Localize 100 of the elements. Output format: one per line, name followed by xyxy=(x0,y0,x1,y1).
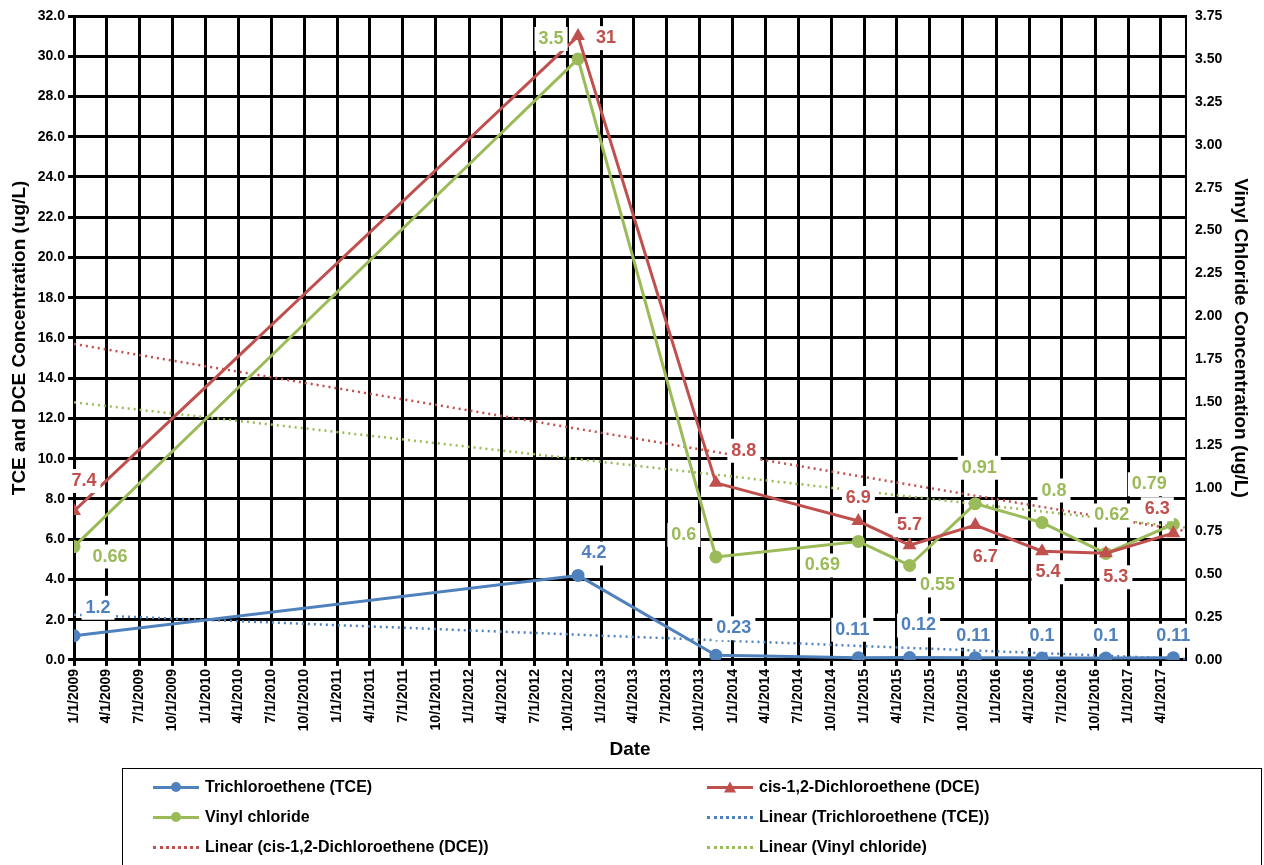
legend-label: Vinyl chloride xyxy=(205,808,310,826)
data-label: 0.91 xyxy=(961,456,997,477)
y-tick-label: 20.0 xyxy=(37,248,66,265)
data-label: 3.5 xyxy=(538,27,564,48)
x-tick-label: 1/1/2017 xyxy=(1119,668,1136,724)
data-label: 0.6 xyxy=(671,523,697,544)
data-label: 0.11 xyxy=(1156,624,1191,645)
y-tick-label: 26.0 xyxy=(37,127,66,144)
point xyxy=(903,558,917,572)
y-tick-label: 8.0 xyxy=(45,489,66,506)
data-label: 8.8 xyxy=(731,439,757,460)
y2-tick-label: 1.50 xyxy=(1194,393,1223,410)
data-label: 6.9 xyxy=(845,487,871,508)
data-label: 0.66 xyxy=(92,545,128,566)
y-axis-title: TCE and DCE Concentration (ug/L) xyxy=(7,180,29,496)
x-tick-label: 4/1/2009 xyxy=(97,668,114,724)
data-label: 5.7 xyxy=(897,514,923,535)
point xyxy=(571,52,585,66)
legend-label: cis-1,2-Dichloroethene (DCE) xyxy=(759,778,980,796)
x-tick-label: 10/1/2014 xyxy=(822,668,839,732)
data-label: 5.4 xyxy=(1035,561,1061,582)
point xyxy=(1167,526,1180,538)
x-tick-label: 7/1/2009 xyxy=(130,668,147,724)
point xyxy=(571,568,585,582)
y-tick-label: 6.0 xyxy=(45,530,66,547)
y2-tick-label: 3.75 xyxy=(1194,6,1223,23)
y-tick-label: 4.0 xyxy=(45,570,66,587)
x-tick-label: 4/1/2017 xyxy=(1151,668,1168,724)
legend-label: Linear (Vinyl chloride) xyxy=(759,838,927,856)
y2-tick-label: 0.50 xyxy=(1194,564,1223,581)
x-tick-label: 10/1/2010 xyxy=(295,668,312,732)
y-tick-label: 2.0 xyxy=(45,610,66,627)
y-tick-label: 32.0 xyxy=(37,6,66,23)
y2-tick-label: 2.00 xyxy=(1194,307,1223,324)
y2-axis-title: Vinyl Chloride Concentration (ug/L) xyxy=(1231,178,1253,498)
x-tick-label: 10/1/2015 xyxy=(953,668,970,732)
x-tick-label: 10/1/2011 xyxy=(426,668,443,731)
y-tick-label: 24.0 xyxy=(37,167,66,184)
y-tick-label: 22.0 xyxy=(37,208,66,225)
y-tick-label: 28.0 xyxy=(37,87,66,104)
x-tick-label: 1/1/2011 xyxy=(328,668,345,723)
y-tick-label: 18.0 xyxy=(37,288,66,305)
x-tick-label: 1/1/2016 xyxy=(987,668,1004,724)
data-label: 0.62 xyxy=(1094,504,1130,525)
point xyxy=(709,550,723,564)
data-label: 0.11 xyxy=(956,624,991,645)
y2-tick-label: 3.25 xyxy=(1194,92,1223,109)
y-tick-label: 14.0 xyxy=(37,369,66,386)
data-label: 1.2 xyxy=(85,596,111,617)
data-label: 0.79 xyxy=(1131,473,1167,494)
x-tick-label: 4/1/2013 xyxy=(624,668,641,724)
x-tick-label: 1/1/2012 xyxy=(459,668,476,724)
point xyxy=(1036,544,1048,556)
x-tick-label: 1/1/2013 xyxy=(592,668,608,724)
x-tick-label: 4/1/2014 xyxy=(756,668,773,724)
legend-label: Linear (cis-1,2-Dichloroethene (DCE)) xyxy=(205,838,489,856)
y-tick-label: 30.0 xyxy=(37,47,66,64)
data-label: 6.3 xyxy=(1144,498,1170,519)
data-label: 0.23 xyxy=(716,617,752,638)
y2-tick-label: 3.50 xyxy=(1194,49,1223,66)
x-tick-label: 4/1/2016 xyxy=(1019,668,1036,724)
x-tick-label: 4/1/2015 xyxy=(887,668,904,724)
data-label: 0.8 xyxy=(1041,479,1067,500)
x-tick-label: 1/1/2010 xyxy=(196,668,213,724)
legend-label: Trichloroethene (TCE) xyxy=(205,778,373,796)
y2-tick-label: 0.00 xyxy=(1194,650,1223,667)
x-tick-label: 4/1/2011 xyxy=(360,668,377,723)
y-tick-label: 0.0 xyxy=(45,650,66,667)
legend-label: Linear (Trichloroethene (TCE)) xyxy=(759,808,990,826)
x-tick-label: 4/1/2010 xyxy=(229,668,246,724)
point xyxy=(572,29,584,41)
data-label: 0.11 xyxy=(835,618,870,639)
y2-tick-label: 2.75 xyxy=(1194,178,1223,195)
y-tick-label: 16.0 xyxy=(37,328,66,345)
data-label: 7.4 xyxy=(71,469,97,490)
point xyxy=(968,497,982,511)
y2-tick-label: 2.25 xyxy=(1194,264,1223,281)
x-tick-label: 1/1/2009 xyxy=(64,668,81,724)
x-tick-label: 7/1/2014 xyxy=(788,668,805,724)
point xyxy=(1035,516,1049,530)
x-tick-label: 7/1/2016 xyxy=(1052,668,1069,724)
y2-tick-label: 2.50 xyxy=(1194,221,1223,238)
x-tick-label: 10/1/2012 xyxy=(558,668,575,732)
x-tick-label: 7/1/2010 xyxy=(261,668,278,724)
y2-tick-label: 1.00 xyxy=(1194,479,1223,496)
data-label: 0.55 xyxy=(920,574,956,595)
x-tick-label: 7/1/2012 xyxy=(525,668,542,724)
y2-tick-label: 1.75 xyxy=(1194,350,1223,367)
x-tick-label: 10/1/2013 xyxy=(690,668,707,732)
data-label: 6.7 xyxy=(972,546,998,567)
point xyxy=(852,514,865,526)
x-tick-label: 7/1/2015 xyxy=(920,668,937,724)
point xyxy=(903,538,916,550)
y2-tick-label: 0.25 xyxy=(1194,607,1223,624)
x-tick-label: 10/1/2009 xyxy=(163,668,180,732)
x-tick-label: 7/1/2011 xyxy=(393,668,410,723)
x-tick-label: 7/1/2013 xyxy=(657,668,674,724)
data-label: 0.1 xyxy=(1093,624,1119,645)
x-tick-label: 1/1/2014 xyxy=(723,668,740,724)
data-label: 31 xyxy=(596,27,617,48)
